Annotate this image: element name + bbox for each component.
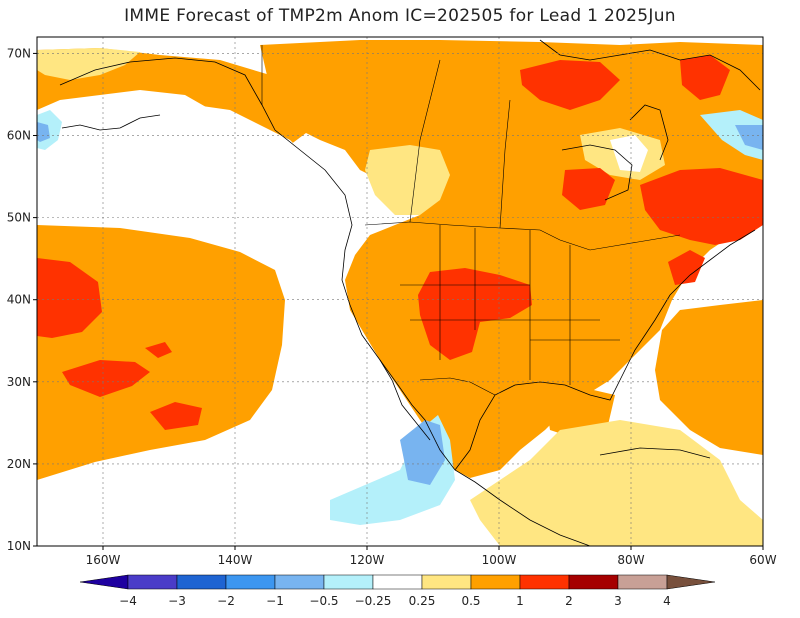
colorbar-swatch — [274, 574, 325, 590]
colorbar-swatch — [372, 574, 423, 590]
anom-red-quebec — [640, 168, 763, 245]
political-borders — [261, 45, 681, 396]
anom-red-ontario — [562, 168, 615, 210]
anom-red-pacific-2 — [62, 360, 150, 397]
lat-tick-label: 40N — [7, 293, 31, 307]
lon-tick-label: 140W — [218, 553, 253, 567]
lat-tick-label: 70N — [7, 46, 31, 60]
latitude-labels: 10N 20N 30N 40N 50N 60N 70N — [7, 46, 37, 553]
colorbar-swatch — [323, 574, 374, 590]
colorbar-swatch — [176, 574, 227, 590]
coastlines — [59, 39, 761, 546]
lon-tick-label: 160W — [86, 553, 121, 567]
colorbar-swatch — [519, 574, 570, 590]
colorbar-arrow-high — [666, 574, 716, 590]
colorbar-swatch — [225, 574, 276, 590]
colorbar-label: −4 — [119, 594, 137, 608]
lat-tick-label: 60N — [7, 129, 31, 143]
colorbar-label: 4 — [663, 594, 671, 608]
lat-tick-label: 10N — [7, 539, 31, 553]
lon-tick-label: 60W — [749, 553, 776, 567]
longitude-labels: 160W 140W 120W 100W 80W 60W — [86, 546, 777, 567]
anom-blue-alaska — [37, 122, 50, 142]
anom-cyan-greenland — [700, 110, 763, 160]
lat-tick-label: 20N — [7, 457, 31, 471]
colorbar-label: −0.5 — [309, 594, 338, 608]
colorbar-label: 3 — [614, 594, 622, 608]
anom-white-pacific — [140, 100, 430, 520]
colorbar-label: −3 — [168, 594, 186, 608]
lon-tick-label: 120W — [350, 553, 385, 567]
colorbar-label: 0.25 — [409, 594, 436, 608]
colorbar-swatch — [470, 574, 521, 590]
colorbar-label: 0.5 — [461, 594, 480, 608]
anom-red-newengland — [668, 250, 705, 285]
anom-pale-canada — [365, 145, 450, 215]
colorbar-swatch — [568, 574, 619, 590]
colorbar-label: −1 — [266, 594, 284, 608]
lon-tick-label: 80W — [617, 553, 644, 567]
colorbar-swatch — [127, 574, 178, 590]
lat-tick-label: 50N — [7, 211, 31, 225]
anom-red-pacific-1 — [37, 258, 102, 338]
anom-red-pacific-4 — [150, 402, 202, 430]
anom-pale-carib — [470, 420, 763, 546]
anom-red-greenland — [680, 55, 730, 100]
anom-white-canada — [338, 175, 368, 210]
lat-tick-label: 30N — [7, 375, 31, 389]
anom-red-nunavut — [520, 60, 620, 110]
lon-tick-label: 100W — [482, 553, 517, 567]
anom-white-hudson — [610, 135, 648, 172]
colorbar-label: 2 — [565, 594, 573, 608]
map-frame — [36, 36, 764, 547]
colorbar-arrow-low — [79, 574, 129, 590]
colorbar-labels: −4 −3 −2 −1 −0.5 −0.25 0.25 0.5 1 2 3 4 — [119, 594, 671, 608]
colorbar-label: 1 — [516, 594, 524, 608]
colorbar-swatch — [617, 574, 668, 590]
graticule — [37, 37, 763, 546]
anom-pale-alaska — [37, 48, 140, 80]
map-title: IMME Forecast of TMP2m Anom IC=202505 fo… — [124, 6, 676, 26]
anom-blue-greenland — [735, 125, 763, 150]
anom-blue-baja — [400, 420, 445, 485]
anom-red-pacific-3 — [145, 342, 172, 358]
colorbar-label: −0.25 — [355, 594, 392, 608]
colorbar-label: −2 — [217, 594, 235, 608]
colorbar-swatch — [421, 574, 472, 590]
colorbar-legend — [79, 574, 716, 590]
anom-orange-atlantic — [655, 300, 763, 455]
